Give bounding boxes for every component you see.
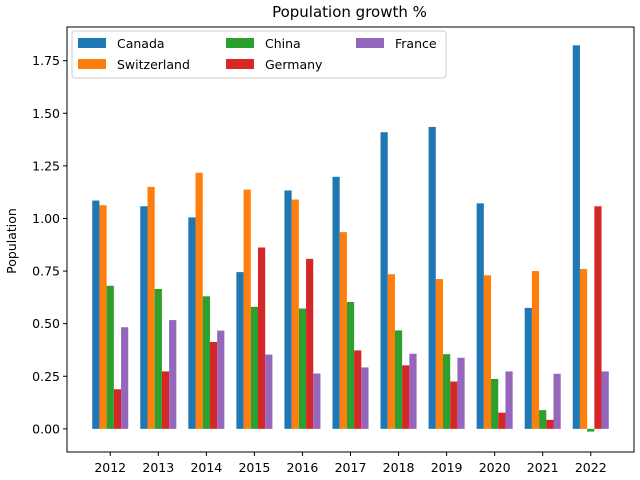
bar-canada-2013: [140, 206, 148, 429]
legend-label-canada: Canada: [117, 36, 165, 51]
y-tick-label: 1.00: [32, 211, 60, 226]
bar-germany-2018: [402, 365, 410, 429]
x-tick-label: 2013: [142, 460, 174, 475]
bar-france-2013: [169, 320, 177, 429]
bar-germany-2014: [209, 341, 218, 429]
bar-switzerland-2019: [435, 279, 443, 429]
bar-switzerland-2022: [579, 268, 588, 429]
legend-label-germany: Germany: [265, 57, 323, 72]
bar-canada-2017: [332, 176, 340, 429]
y-axis: 0.00 0.25 0.50 0.75 1.00 1.25 1.50 1.75: [32, 53, 67, 436]
bar-china-2012: [106, 285, 114, 429]
x-tick-label: 2015: [238, 460, 270, 475]
bar-switzerland-2021: [531, 271, 540, 429]
bar-france-2019: [457, 357, 465, 429]
bar-france-2014: [217, 330, 225, 429]
bar-china-2016: [298, 308, 307, 429]
x-tick-label: 2022: [575, 460, 607, 475]
bar-canada-2022: [572, 45, 580, 429]
bar-canada-2015: [236, 272, 244, 429]
x-axis: 2012 2013 2014 2015 2016 2017 2018 2019 2020 2021…: [94, 452, 607, 475]
bar-china-2020: [491, 378, 499, 429]
bar-china-2022: [587, 428, 595, 432]
bar-china-2015: [250, 306, 259, 429]
bar-germany-2013: [161, 371, 170, 429]
bar-china-2017: [346, 301, 355, 429]
legend-label-france: France: [395, 36, 437, 51]
x-tick-label: 2019: [431, 460, 463, 475]
legend-swatch-germany: [226, 59, 254, 69]
legend-swatch-china: [226, 38, 254, 48]
bar-switzerland-2013: [147, 186, 155, 429]
bar-switzerland-2020: [483, 275, 492, 429]
bar-france-2020: [505, 371, 513, 429]
bar-canada-2020: [476, 203, 484, 429]
bar-france-2017: [361, 367, 369, 429]
x-tick-label: 2018: [383, 460, 415, 475]
bar-canada-2019: [428, 126, 436, 429]
bar-switzerland-2014: [195, 172, 203, 429]
bar-germany-2020: [498, 412, 506, 429]
y-axis-label: Population: [4, 208, 19, 274]
y-tick-label: 0.25: [32, 369, 60, 384]
bar-china-2021: [539, 410, 547, 429]
bar-switzerland-2015: [243, 189, 251, 429]
bar-canada-2012: [92, 200, 100, 429]
x-tick-label: 2016: [287, 460, 319, 475]
bar-germany-2016: [306, 258, 314, 429]
y-tick-label: 1.50: [32, 106, 60, 121]
bar-france-2016: [313, 373, 321, 429]
x-tick-label: 2020: [479, 460, 511, 475]
bar-france-2022: [601, 371, 609, 429]
x-tick-label: 2014: [190, 460, 222, 475]
bar-germany-2017: [354, 350, 362, 429]
bar-china-2018: [394, 330, 403, 429]
bar-canada-2014: [188, 217, 196, 429]
bar-france-2012: [121, 327, 129, 429]
bar-canada-2021: [524, 307, 532, 429]
bar-canada-2018: [380, 132, 388, 429]
bar-switzerland-2012: [99, 205, 107, 429]
y-tick-label: 0.00: [32, 421, 60, 436]
legend-swatch-france: [356, 38, 384, 48]
y-tick-label: 1.25: [32, 158, 60, 173]
legend: Canada Switzerland China Germany France: [71, 30, 447, 79]
bar-france-2015: [265, 354, 273, 429]
bar-china-2013: [154, 288, 162, 429]
legend-swatch-canada: [78, 38, 106, 48]
bar-switzerland-2017: [339, 232, 347, 429]
y-tick-label: 1.75: [32, 53, 60, 68]
legend-label-china: China: [265, 36, 301, 51]
legend-box: [71, 30, 447, 79]
bars-group: [92, 45, 609, 432]
bar-france-2021: [553, 373, 561, 429]
y-tick-label: 0.75: [32, 264, 60, 279]
bar-germany-2015: [258, 247, 266, 429]
bar-china-2014: [202, 296, 210, 429]
y-tick-label: 0.50: [32, 316, 60, 331]
bar-canada-2016: [284, 190, 292, 429]
legend-label-switzerland: Switzerland: [117, 57, 190, 72]
bar-germany-2012: [113, 389, 122, 429]
bar-switzerland-2016: [291, 199, 299, 429]
bar-china-2019: [442, 354, 451, 429]
x-tick-label: 2021: [527, 460, 559, 475]
bar-germany-2019: [450, 381, 458, 429]
bar-germany-2021: [546, 419, 554, 429]
chart-title: Population growth %: [272, 3, 427, 21]
legend-swatch-switzerland: [78, 59, 106, 69]
bar-germany-2022: [594, 206, 602, 429]
x-tick-label: 2017: [335, 460, 367, 475]
x-tick-label: 2012: [94, 460, 126, 475]
bar-france-2018: [409, 353, 417, 429]
bar-switzerland-2018: [387, 274, 395, 429]
